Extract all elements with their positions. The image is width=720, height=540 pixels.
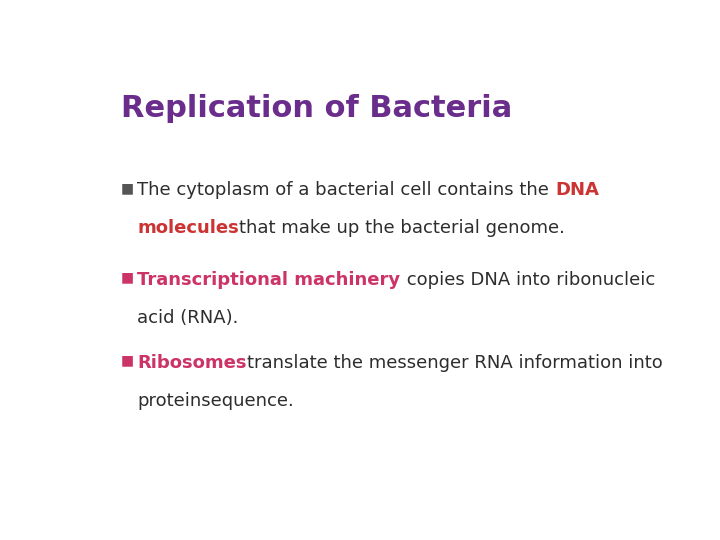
Text: Transcriptional machinery: Transcriptional machinery bbox=[138, 271, 400, 288]
Text: Ribosomes: Ribosomes bbox=[138, 354, 247, 372]
Text: copies DNA into ribonucleic: copies DNA into ribonucleic bbox=[400, 271, 654, 288]
Text: ■: ■ bbox=[121, 181, 134, 195]
Text: acid (RNA).: acid (RNA). bbox=[138, 309, 239, 327]
Text: that make up the bacterial genome.: that make up the bacterial genome. bbox=[239, 219, 565, 238]
Text: The cytoplasm of a bacterial cell contains the: The cytoplasm of a bacterial cell contai… bbox=[138, 181, 555, 199]
Text: DNA: DNA bbox=[555, 181, 599, 199]
Text: proteinsequence.: proteinsequence. bbox=[138, 392, 294, 410]
Text: molecules: molecules bbox=[138, 219, 239, 238]
Text: translate the messenger RNA information into: translate the messenger RNA information … bbox=[247, 354, 662, 372]
Text: ■: ■ bbox=[121, 271, 134, 285]
Text: ■: ■ bbox=[121, 354, 134, 368]
Text: Replication of Bacteria: Replication of Bacteria bbox=[121, 94, 512, 123]
